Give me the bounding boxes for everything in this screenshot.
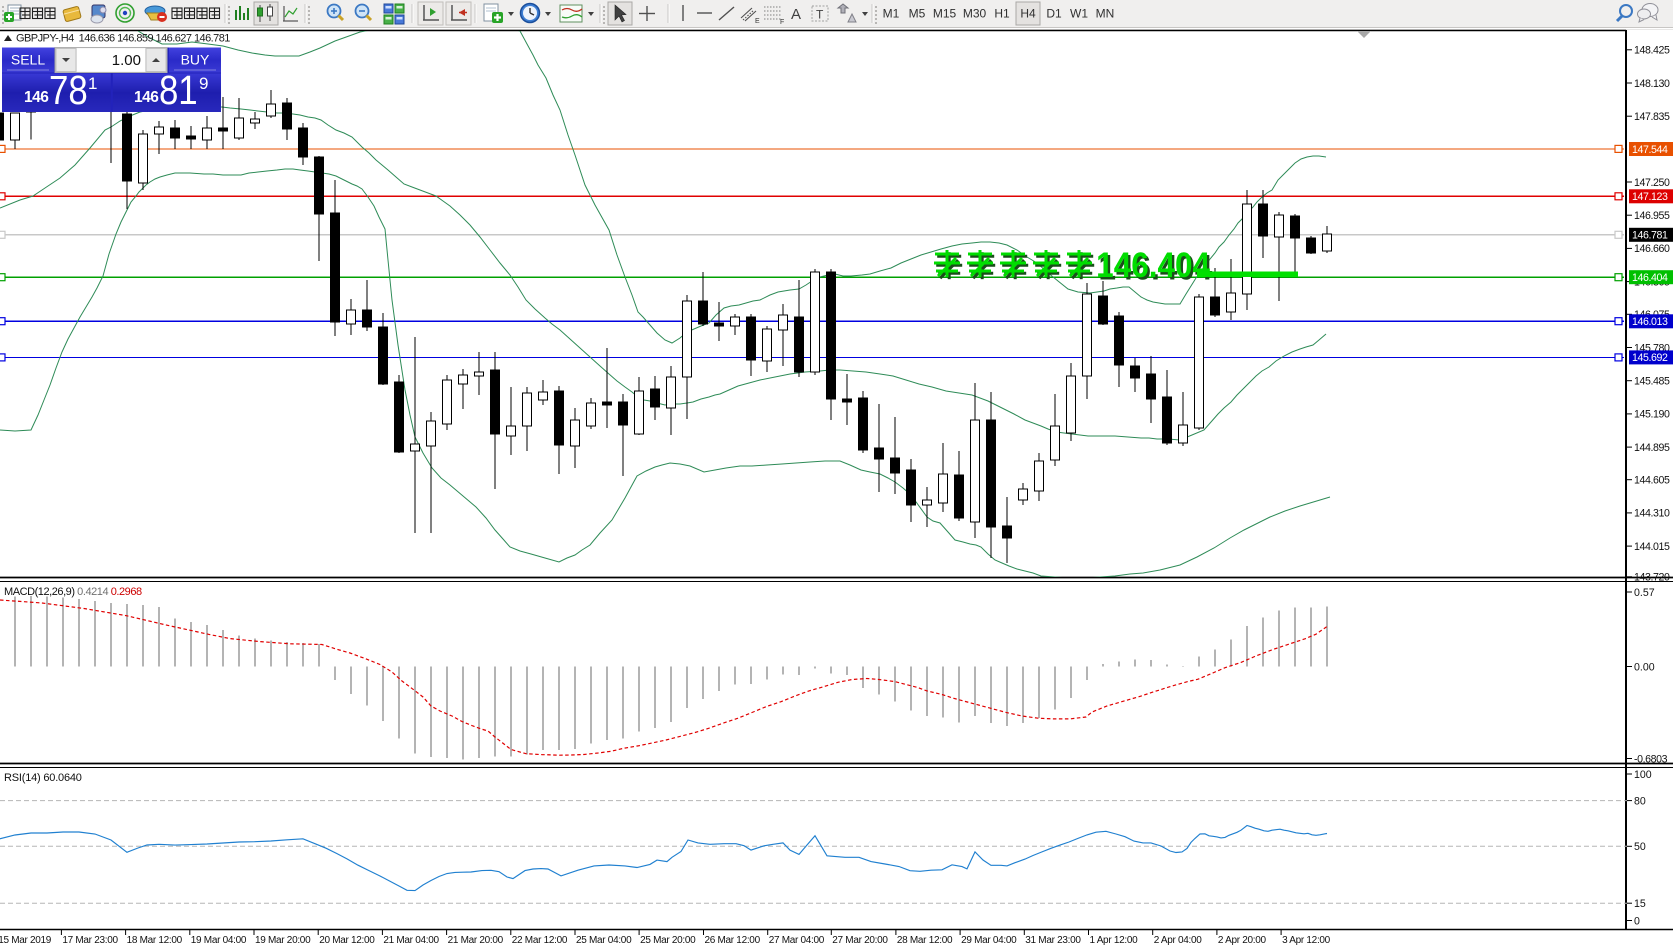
svg-text:A: A xyxy=(791,6,801,23)
svg-text:1 Apr 12:00: 1 Apr 12:00 xyxy=(1090,935,1139,946)
svg-text:78: 78 xyxy=(49,68,88,113)
svg-text:M1: M1 xyxy=(883,7,900,21)
svg-text:0.57: 0.57 xyxy=(1634,587,1655,599)
svg-text:SELL: SELL xyxy=(11,52,45,68)
svg-text:15: 15 xyxy=(1634,898,1646,910)
svg-text:145.190: 145.190 xyxy=(1634,409,1670,421)
svg-text:F: F xyxy=(780,19,784,26)
svg-text:146: 146 xyxy=(134,89,159,106)
svg-text:H4: H4 xyxy=(1020,7,1036,21)
svg-text:M30: M30 xyxy=(963,7,987,21)
svg-text:21 Mar 20:00: 21 Mar 20:00 xyxy=(448,935,504,946)
svg-text:25 Mar 20:00: 25 Mar 20:00 xyxy=(640,935,696,946)
svg-text:148.130: 148.130 xyxy=(1634,78,1670,90)
svg-text:144.015: 144.015 xyxy=(1634,541,1670,553)
svg-text:27 Mar 04:00: 27 Mar 04:00 xyxy=(769,935,825,946)
svg-text:BUY: BUY xyxy=(181,52,210,68)
svg-text:27 Mar 20:00: 27 Mar 20:00 xyxy=(832,935,888,946)
svg-text:19 Mar 04:00: 19 Mar 04:00 xyxy=(191,935,247,946)
svg-text:RSI(14) 60.0640: RSI(14) 60.0640 xyxy=(4,772,82,784)
svg-text:19 Mar 20:00: 19 Mar 20:00 xyxy=(255,935,311,946)
svg-text:26 Mar 12:00: 26 Mar 12:00 xyxy=(705,935,761,946)
svg-text:81: 81 xyxy=(159,68,198,113)
svg-text:144.605: 144.605 xyxy=(1634,475,1670,487)
svg-text:GBPJPY-,H4 146.636 146.859 14: GBPJPY-,H4 146.636 146.859 146.627 146.7… xyxy=(16,33,230,45)
svg-text:146.013: 146.013 xyxy=(1632,316,1668,328)
svg-text:15 Mar 2019: 15 Mar 2019 xyxy=(0,935,52,946)
svg-text:-0.6803: -0.6803 xyxy=(1634,753,1668,765)
svg-text:W1: W1 xyxy=(1070,7,1088,21)
svg-text:146.660: 146.660 xyxy=(1634,243,1670,255)
svg-text:20 Mar 12:00: 20 Mar 12:00 xyxy=(319,935,375,946)
svg-text:29 Mar 04:00: 29 Mar 04:00 xyxy=(961,935,1017,946)
svg-text:T: T xyxy=(816,8,824,22)
svg-text:2 Apr 04:00: 2 Apr 04:00 xyxy=(1154,935,1203,946)
svg-text:1: 1 xyxy=(88,74,97,93)
svg-text:18 Mar 12:00: 18 Mar 12:00 xyxy=(127,935,183,946)
svg-text:H1: H1 xyxy=(994,7,1010,21)
svg-text:E: E xyxy=(755,18,760,25)
svg-text:146.781: 146.781 xyxy=(1632,230,1668,242)
svg-text:M5: M5 xyxy=(909,7,926,21)
svg-text:147.250: 147.250 xyxy=(1634,177,1670,189)
svg-text:100: 100 xyxy=(1634,769,1652,781)
svg-text:28 Mar 12:00: 28 Mar 12:00 xyxy=(897,935,953,946)
svg-text:31 Mar 23:00: 31 Mar 23:00 xyxy=(1025,935,1081,946)
svg-text:MN: MN xyxy=(1096,7,1115,21)
svg-text:9: 9 xyxy=(199,74,208,93)
svg-text:148.425: 148.425 xyxy=(1634,45,1670,57)
svg-text:145.692: 145.692 xyxy=(1632,352,1668,364)
svg-text:146: 146 xyxy=(24,89,49,106)
svg-text:MACD(12,26,9) 0.4214 0.2968: MACD(12,26,9) 0.4214 0.2968 xyxy=(4,586,142,598)
svg-text:0: 0 xyxy=(1634,915,1640,927)
svg-text:D1: D1 xyxy=(1046,7,1062,21)
svg-text:80: 80 xyxy=(1634,795,1646,807)
svg-text:1.00: 1.00 xyxy=(112,52,141,69)
svg-text:146.404: 146.404 xyxy=(1096,247,1210,286)
svg-text:0.00: 0.00 xyxy=(1634,661,1655,673)
svg-text:144.895: 144.895 xyxy=(1634,442,1670,454)
svg-text:21 Mar 04:00: 21 Mar 04:00 xyxy=(383,935,439,946)
svg-text:145.485: 145.485 xyxy=(1634,376,1670,388)
svg-text:22 Mar 12:00: 22 Mar 12:00 xyxy=(512,935,568,946)
svg-text:M15: M15 xyxy=(933,7,957,21)
svg-text:147.544: 147.544 xyxy=(1632,144,1668,156)
svg-text:2 Apr 20:00: 2 Apr 20:00 xyxy=(1218,935,1267,946)
svg-text:17 Mar 23:00: 17 Mar 23:00 xyxy=(62,935,118,946)
svg-text:3 Apr 12:00: 3 Apr 12:00 xyxy=(1282,935,1331,946)
svg-text:25 Mar 04:00: 25 Mar 04:00 xyxy=(576,935,632,946)
svg-text:143.720: 143.720 xyxy=(1634,572,1670,584)
svg-text:146.955: 146.955 xyxy=(1634,210,1670,222)
svg-text:144.310: 144.310 xyxy=(1634,508,1670,520)
svg-text:147.123: 147.123 xyxy=(1632,191,1668,203)
svg-text:146.404: 146.404 xyxy=(1632,272,1668,284)
svg-text:146.404: 146.404 xyxy=(1099,249,1213,288)
svg-text:147.835: 147.835 xyxy=(1634,111,1670,123)
svg-text:50: 50 xyxy=(1634,841,1646,853)
